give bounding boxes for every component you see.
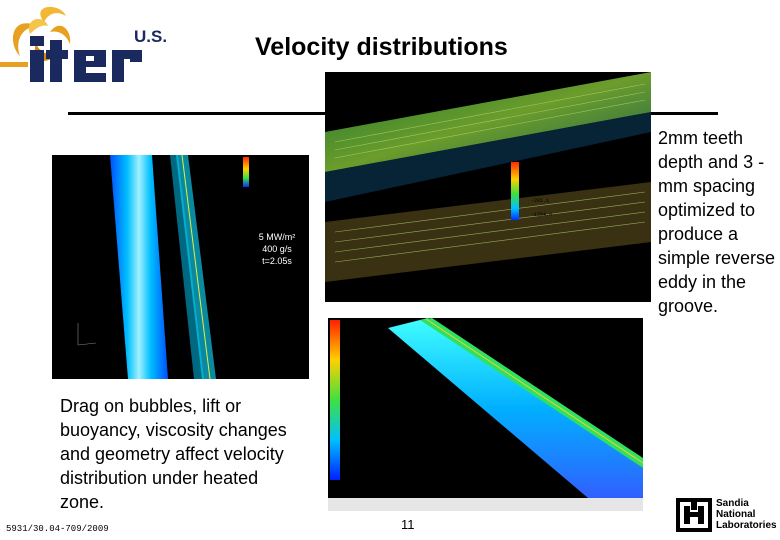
color-scale-bar [511, 162, 519, 220]
vector-field-graphic: 927.2 68.1 -281.1 -1354.4 [325, 72, 651, 282]
lab-name-line-1: Sandia [716, 498, 749, 509]
iter-logo: U.S. [0, 4, 185, 86]
scale-label-3: -281.1 [531, 198, 549, 204]
velocity-factors-note: Drag on bubbles, lift or buoyancy, visco… [60, 396, 287, 512]
scale-label-2: 68.1 [531, 182, 543, 188]
iter-wordmark [30, 36, 142, 82]
color-scale-bar-left [243, 157, 249, 187]
lab-name-line-3: Laboratories [716, 520, 777, 531]
iter-logo-graphic: U.S. [0, 6, 167, 82]
sandia-thunderbird-icon [676, 498, 712, 532]
flow-rate-label: 400 g/s [262, 244, 292, 254]
page-number: 11 [401, 517, 415, 532]
document-id: 5931/30.04-709/2009 [6, 524, 109, 534]
time-label: t=2.05s [262, 256, 292, 266]
sandia-logo: Sandia National Laboratories [676, 496, 777, 534]
run-conditions-annotation: 5 MW/m² 400 g/s t=2.05s [242, 231, 309, 267]
color-scale-bar-bottom [330, 320, 340, 480]
heat-flux-label: 5 MW/m² [258, 232, 296, 242]
velocity-magnitude-plot-bottom [328, 318, 643, 511]
scale-label-1: 927.2 [531, 168, 546, 174]
page-title: Velocity distributions [255, 33, 508, 61]
teeth-geometry-note: 2mm teeth depth and 3 -mm spacing optimi… [658, 128, 776, 316]
lab-name-line-2: National [716, 509, 756, 520]
logo-country-text: U.S. [134, 27, 167, 46]
magnitude-graphic [328, 318, 643, 511]
sandia-lab-name: Sandia National Laboratories [716, 498, 777, 531]
contour-graphic [77, 155, 249, 379]
velocity-contour-plot-left: 5 MW/m² 400 g/s t=2.05s [52, 155, 309, 379]
velocity-vector-plot-top: 927.2 68.1 -281.1 -1354.4 [325, 72, 651, 302]
scale-label-4: -1354.4 [531, 212, 552, 218]
